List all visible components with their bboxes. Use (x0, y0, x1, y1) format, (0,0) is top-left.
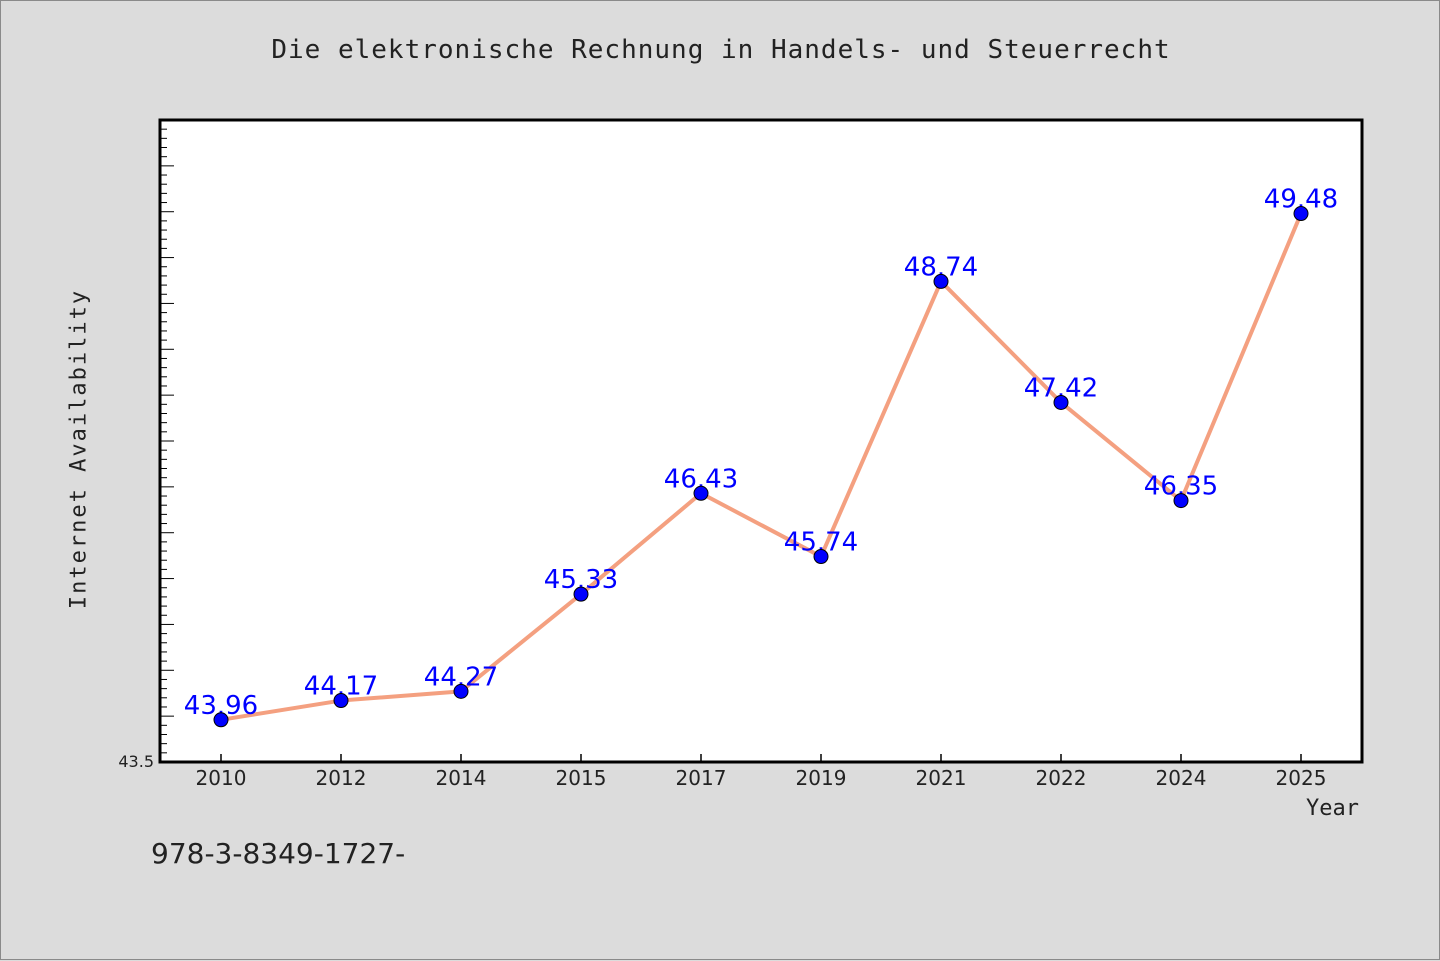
x-tick-label: 2012 (316, 766, 367, 790)
data-point (573, 586, 589, 602)
data-point (1173, 493, 1189, 509)
x-tick-label: 2017 (676, 766, 727, 790)
y-tick-label: 43.5 (118, 752, 154, 771)
x-axis-label: Year (1306, 796, 1359, 821)
x-tick-label: 2024 (1156, 766, 1207, 790)
chart-title: Die elektronische Rechnung in Handels- u… (271, 35, 1171, 65)
plot-area (158, 118, 1364, 764)
data-point (453, 683, 469, 699)
x-tick-label: 2015 (556, 766, 607, 790)
x-tick-label: 2014 (436, 766, 487, 790)
data-point (813, 549, 829, 565)
data-point (1053, 394, 1069, 410)
data-point (333, 693, 349, 709)
series-line (219, 211, 1303, 722)
x-tick-label: 2025 (1276, 766, 1327, 790)
x-tick-label: 2022 (1036, 766, 1087, 790)
footnote-text: 978-3-8349-1727- (151, 837, 406, 870)
x-tick-label: 2010 (196, 766, 247, 790)
data-point (693, 485, 709, 501)
data-point (1293, 206, 1309, 222)
data-point (933, 273, 949, 289)
x-tick-label: 2019 (796, 766, 847, 790)
x-tick-label: 2021 (916, 766, 967, 790)
data-point (213, 712, 229, 728)
